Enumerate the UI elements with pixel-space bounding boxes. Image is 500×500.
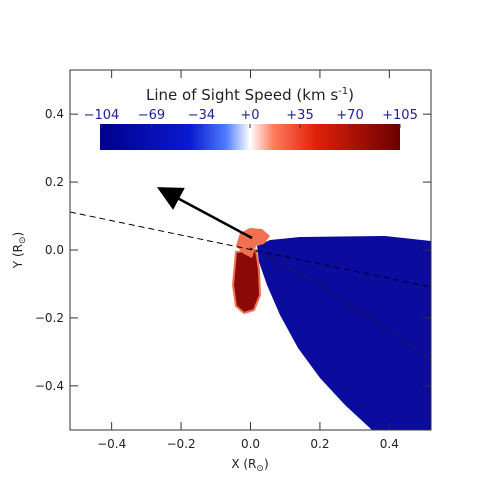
colorbar-tick-label: −104	[84, 108, 120, 123]
y-axis-label: Y (R⊙)	[11, 232, 28, 269]
y-label-text: Y (R	[11, 244, 25, 269]
dashed-line	[69, 211, 432, 288]
x-tick-label: 0.0	[241, 437, 260, 451]
x-tick-label: −0.2	[167, 437, 196, 451]
y-tick-label: 0.0	[45, 243, 64, 257]
x-axis-label: X (R⊙)	[231, 457, 268, 474]
dashed-curve	[249, 247, 432, 361]
dark-blob	[231, 248, 262, 315]
colorbar-tick-label: +0	[240, 108, 259, 123]
x-tick-label: −0.4	[97, 437, 126, 451]
plot-content	[69, 187, 432, 430]
orange-blob	[236, 228, 270, 258]
x-tick-label: 0.2	[310, 437, 329, 451]
y-tick-label: −0.2	[35, 311, 64, 325]
x-label-sub: ⊙	[256, 464, 264, 474]
y-tick-label: −0.4	[35, 379, 64, 393]
colorbar-title: Line of Sight Speed (km s-1)	[146, 86, 354, 104]
blue-region	[257, 236, 431, 430]
colorbar	[100, 124, 400, 150]
y-label-sub: ⊙	[18, 236, 28, 244]
x-label-text: X (R	[231, 457, 256, 471]
title-end: )	[348, 86, 354, 104]
x-label-end: )	[264, 457, 269, 471]
colorbar-tick-label: −69	[138, 108, 165, 123]
title-text: Line of Sight Speed (km s	[146, 86, 338, 104]
title-sup: -1	[338, 86, 348, 97]
arrow	[156, 187, 253, 240]
colorbar-tick-label: +105	[382, 108, 418, 123]
y-tick-label: 0.2	[45, 175, 64, 189]
colorbar-tick-label: −34	[188, 108, 215, 123]
y-label-end: )	[11, 232, 25, 237]
x-tick-label: 0.4	[380, 437, 399, 451]
colorbar-tick-label: +35	[286, 108, 313, 123]
y-tick-label: 0.4	[45, 107, 64, 121]
colorbar-tick-label: +70	[336, 108, 363, 123]
